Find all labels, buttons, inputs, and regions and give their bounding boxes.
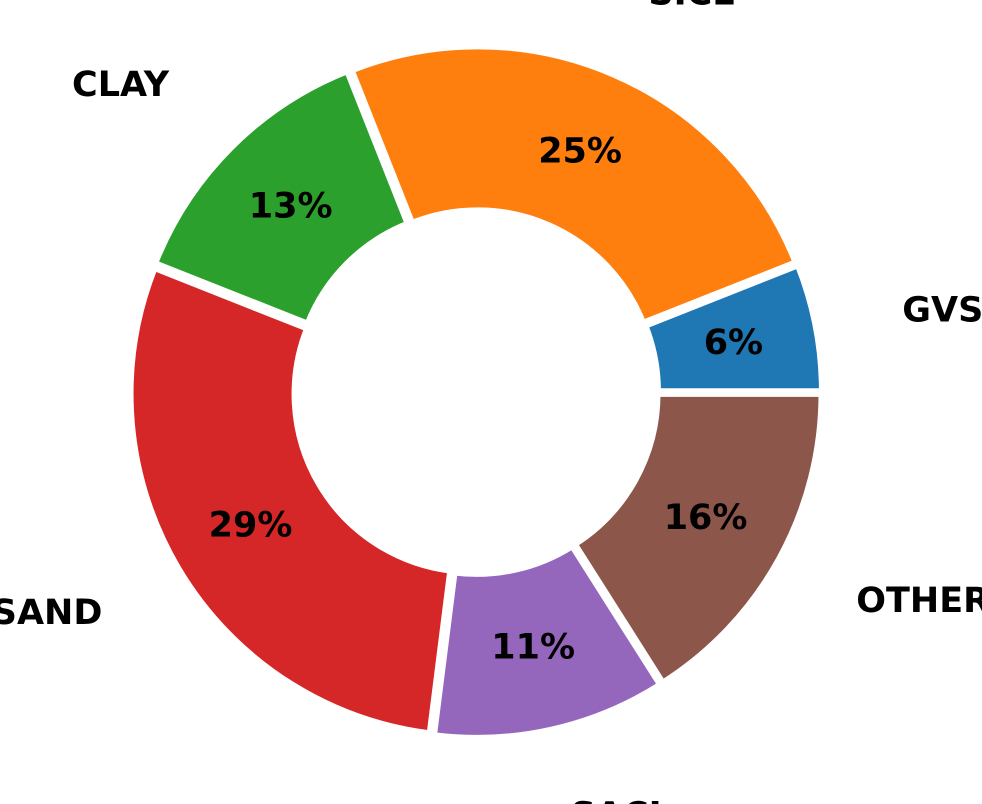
- category-label-clay: CLAY: [72, 65, 170, 105]
- percent-label-gvsa: 6%: [704, 323, 763, 363]
- percent-labels-group: 6% 25% 13% 29% 11% 16%: [209, 132, 764, 668]
- percent-label-sicl: 25%: [538, 132, 622, 172]
- slice-sand: [127, 264, 454, 737]
- category-label-sicl: SICL: [648, 0, 734, 14]
- category-label-sacl: SACL: [571, 796, 671, 804]
- percent-label-sacl: 11%: [491, 628, 575, 668]
- slices-group: [127, 43, 825, 741]
- slice-other: [570, 390, 825, 687]
- percent-label-clay: 13%: [249, 187, 333, 227]
- slice-clay: [151, 67, 412, 328]
- slice-gvsa: [641, 261, 825, 395]
- slice-sacl: [430, 542, 665, 741]
- category-label-other: OTHER: [856, 581, 982, 621]
- category-label-gvsa: GVSA: [902, 291, 982, 331]
- category-label-sand: SAND: [0, 593, 102, 633]
- percent-label-other: 16%: [664, 498, 748, 538]
- slice-sicl: [347, 43, 800, 327]
- percent-label-sand: 29%: [209, 505, 293, 545]
